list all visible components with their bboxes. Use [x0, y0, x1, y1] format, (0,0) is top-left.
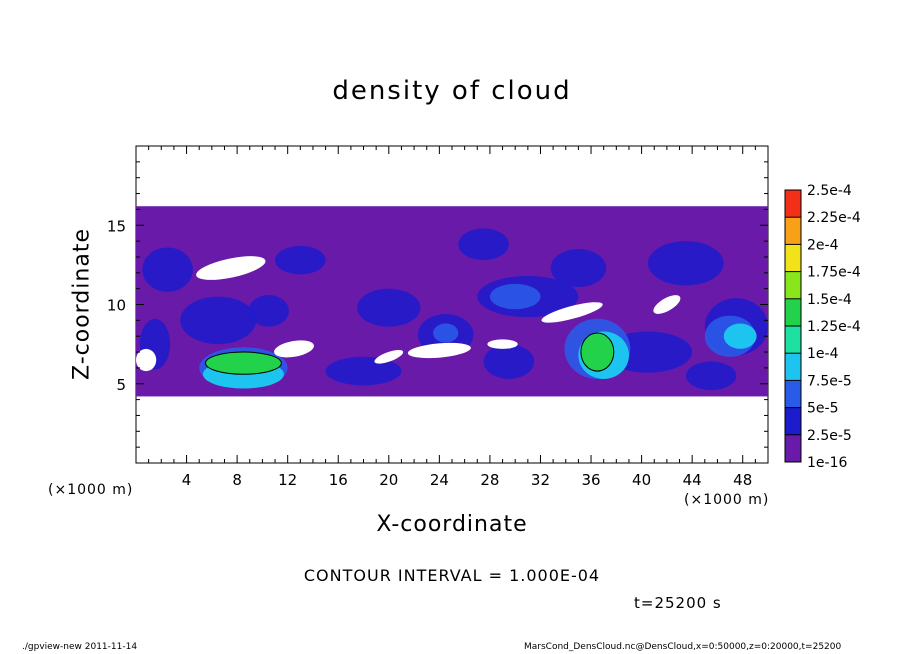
- cloud-blue-patch: [180, 296, 257, 345]
- cloud-maximum-core: [580, 332, 615, 372]
- cloud-blue-patch: [458, 228, 509, 261]
- cloud-field: [136, 206, 769, 397]
- x-tick-label: 40: [632, 471, 651, 489]
- x-tick-label: 12: [278, 471, 297, 489]
- footer-program-label: ./gpview-new 2011-11-14: [22, 642, 138, 652]
- x-tick-label: 16: [329, 471, 348, 489]
- colorbar-label: 1.75e-4: [807, 265, 861, 281]
- y-tick-label: 15: [107, 217, 126, 235]
- colorbar-label: 7.5e-5: [807, 373, 852, 389]
- colorbar-label: 1.25e-4: [807, 319, 861, 335]
- cloud-blue-patch: [647, 241, 724, 286]
- colorbar-swatch: [785, 190, 801, 218]
- colorbar-label: 1.5e-4: [807, 292, 852, 308]
- colorbar-label: 1e-16: [807, 455, 847, 471]
- x-tick-label: 4: [182, 471, 192, 489]
- colorbar-label: 2.5e-5: [807, 428, 852, 444]
- cloud-free-gap: [196, 256, 266, 280]
- cloud-maximum-core: [205, 351, 282, 375]
- y-axis-ticks: 5 10 15: [107, 161, 768, 448]
- cloud-free-gap: [374, 349, 404, 364]
- colorbar-label: 2.25e-4: [807, 210, 861, 226]
- colorbar-label: 5e-5: [807, 401, 838, 417]
- cloud-cyan-patch: [723, 323, 757, 349]
- cloud-free-gap: [541, 302, 603, 323]
- cloud-blue-patch: [550, 249, 607, 288]
- time-label: t=25200 s: [634, 594, 722, 612]
- colorbar-swatch: [785, 326, 801, 354]
- chart-title: density of cloud: [332, 76, 572, 106]
- cloud-blue-patch: [685, 361, 737, 391]
- x-tick-label: 28: [480, 471, 499, 489]
- cloud-lightblue-patch: [489, 283, 541, 310]
- cloud-lightblue-patch: [433, 323, 459, 343]
- cloud-free-gap: [653, 295, 681, 314]
- colorbar-swatch: [785, 217, 801, 245]
- cloud-blue-patch: [483, 344, 535, 379]
- x-tick-label: 48: [733, 471, 752, 489]
- y-tick-label: 10: [107, 297, 126, 315]
- x-tick-label: 36: [581, 471, 600, 489]
- x-tick-label: 8: [232, 471, 242, 489]
- x-unit-label-right: (×1000 m): [684, 492, 770, 508]
- cloud-free-gap: [407, 342, 471, 359]
- y-axis-title: Z-coordinate: [69, 228, 95, 380]
- cloud-blue-patch: [357, 288, 421, 327]
- cloud-blue-patch: [325, 356, 402, 386]
- cloud-blue-patch: [248, 294, 289, 327]
- colorbar-swatch: [785, 271, 801, 299]
- y-tick-label: 5: [116, 376, 126, 394]
- colorbar-swatch: [785, 407, 801, 435]
- x-unit-label-left: (×1000 m): [48, 482, 134, 498]
- x-tick-label: 24: [430, 471, 449, 489]
- cloud-free-gap: [487, 339, 518, 349]
- cloud-free-gap: [274, 340, 314, 358]
- colorbar-label: 1e-4: [807, 346, 839, 362]
- colorbar-swatch: [785, 353, 801, 381]
- x-tick-label: 20: [379, 471, 398, 489]
- cloud-blue-patch: [142, 247, 193, 292]
- cloud-blue-patch: [275, 245, 326, 275]
- x-tick-label: 44: [683, 471, 702, 489]
- x-tick-label: 32: [531, 471, 550, 489]
- contour-interval-label: CONTOUR INTERVAL = 1.000E-04: [303, 566, 601, 585]
- colorbar-swatch: [785, 244, 801, 272]
- colorbar-swatch: [785, 434, 801, 462]
- cloud-free-gap: [136, 348, 157, 372]
- footer-dataset-label: MarsCond_DensCloud.nc@DensCloud,x=0:5000…: [524, 642, 842, 652]
- colorbar-swatch: [785, 380, 801, 408]
- x-axis-title: X-coordinate: [376, 512, 528, 537]
- colorbar-swatch: [785, 298, 801, 326]
- colorbar-label: 2e-4: [807, 237, 839, 253]
- x-axis-ticks: 4 8 12 16 20 24 28 32 36 40 44 48: [148, 146, 756, 489]
- colorbar-label: 2.5e-4: [807, 183, 852, 199]
- colorbar: 1e-16 2.5e-5 5e-5 7.5e-5 1e-4 1.25e-4 1.5e-4 1.…: [784, 183, 861, 471]
